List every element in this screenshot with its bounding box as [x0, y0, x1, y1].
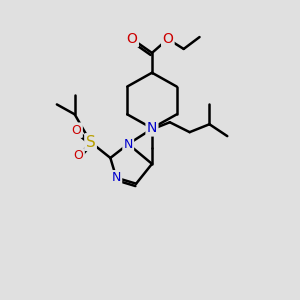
Text: N: N	[112, 171, 121, 184]
Text: O: O	[162, 32, 173, 46]
Text: O: O	[127, 32, 138, 46]
Text: N: N	[147, 121, 157, 135]
Text: O: O	[74, 149, 84, 162]
Text: S: S	[86, 135, 95, 150]
Text: O: O	[72, 124, 82, 137]
Text: N: N	[124, 138, 133, 151]
